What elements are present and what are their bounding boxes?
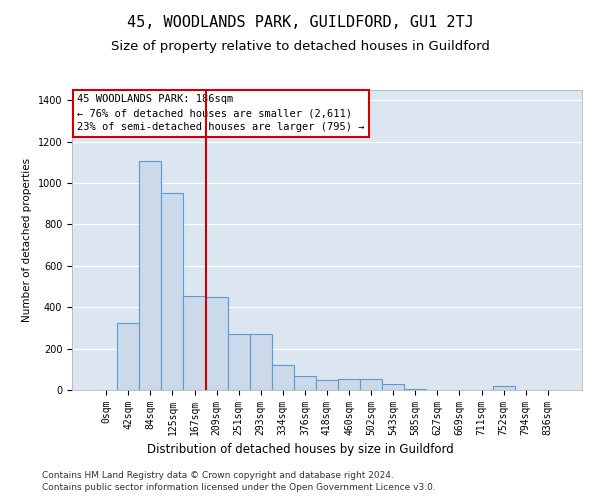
Bar: [404, 389, 427, 390]
Bar: [206, 297, 227, 390]
Text: Size of property relative to detached houses in Guildford: Size of property relative to detached ho…: [110, 40, 490, 53]
Text: Contains HM Land Registry data © Crown copyright and database right 2024.: Contains HM Land Registry data © Crown c…: [42, 471, 394, 480]
Bar: [117, 323, 139, 390]
Text: 45, WOODLANDS PARK, GUILDFORD, GU1 2TJ: 45, WOODLANDS PARK, GUILDFORD, GU1 2TJ: [127, 15, 473, 30]
Bar: [184, 296, 206, 390]
Text: Contains public sector information licensed under the Open Government Licence v3: Contains public sector information licen…: [42, 484, 436, 492]
Text: Distribution of detached houses by size in Guildford: Distribution of detached houses by size …: [146, 442, 454, 456]
Bar: [294, 376, 316, 390]
Bar: [316, 380, 338, 390]
Text: 45 WOODLANDS PARK: 186sqm
← 76% of detached houses are smaller (2,611)
23% of se: 45 WOODLANDS PARK: 186sqm ← 76% of detac…: [77, 94, 365, 132]
Bar: [338, 378, 360, 390]
Bar: [272, 365, 294, 390]
Y-axis label: Number of detached properties: Number of detached properties: [22, 158, 32, 322]
Bar: [360, 378, 382, 390]
Bar: [250, 334, 272, 390]
Bar: [139, 161, 161, 390]
Bar: [227, 334, 250, 390]
Bar: [382, 384, 404, 390]
Bar: [161, 194, 184, 390]
Bar: [493, 386, 515, 390]
